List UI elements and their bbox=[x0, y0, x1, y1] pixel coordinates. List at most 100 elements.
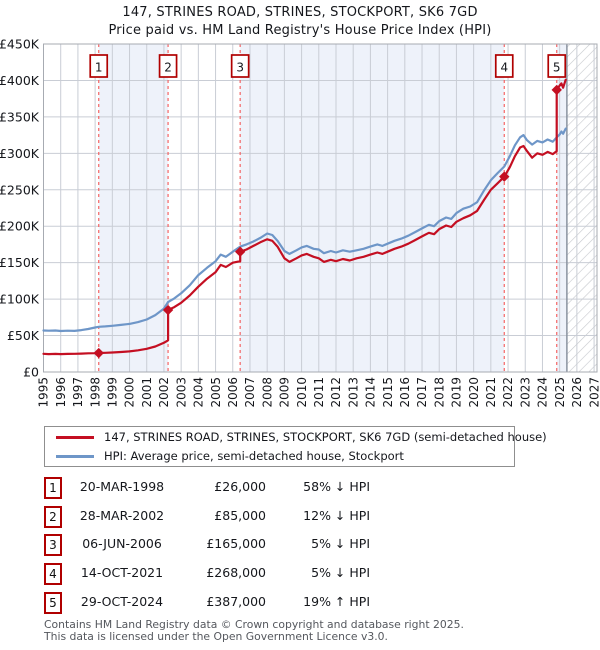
legend-item-hpi: HPI: Average price, semi-detached house,… bbox=[45, 449, 514, 464]
footer: Contains HM Land Registry data © Crown c… bbox=[44, 619, 464, 642]
sale-number-badge: 5 bbox=[44, 592, 62, 614]
sale-date: 28-MAR-2002 bbox=[79, 508, 165, 523]
sale-date: 06-JUN-2006 bbox=[82, 536, 162, 551]
sale-price: £85,000 bbox=[214, 508, 266, 523]
table-row: 5 29-OCT-2024 £387,000 19% ↑ HPI bbox=[0, 592, 600, 616]
x-tick-label: 1998 bbox=[88, 377, 102, 408]
y-tick-label: £100K bbox=[0, 292, 40, 307]
price-paid-line bbox=[42, 78, 567, 356]
y-tick-label: £350K bbox=[0, 109, 40, 124]
x-tick-label: 2020 bbox=[467, 377, 481, 408]
sale-number-badge: 2 bbox=[44, 506, 62, 528]
page-title: 147, STRINES ROAD, STRINES, STOCKPORT, S… bbox=[122, 5, 478, 20]
legend-label-property: 147, STRINES ROAD, STRINES, STOCKPORT, S… bbox=[104, 430, 547, 444]
sale-number-box bbox=[230, 54, 250, 78]
sale-number-box bbox=[158, 54, 178, 78]
sale-number-text: 3 bbox=[236, 61, 244, 75]
y-tick-label: £300K bbox=[0, 146, 40, 161]
x-tick-label: 2008 bbox=[260, 377, 274, 408]
sale-date: 14-OCT-2021 bbox=[80, 565, 164, 580]
x-tick-label: 2006 bbox=[226, 377, 240, 408]
sale-price: £268,000 bbox=[206, 565, 266, 580]
sale-point-marker bbox=[93, 347, 104, 359]
shaded-band bbox=[556, 44, 567, 372]
x-tick-label: 2012 bbox=[329, 377, 343, 408]
sale-vs-hpi: 19% ↑ HPI bbox=[303, 594, 370, 609]
sale-vs-hpi: 12% ↓ HPI bbox=[303, 508, 370, 523]
table-row: 4 14-OCT-2021 £268,000 5% ↓ HPI bbox=[0, 563, 600, 587]
legend: 147, STRINES ROAD, STRINES, STOCKPORT, S… bbox=[44, 426, 547, 467]
y-tick-label: £0 bbox=[23, 365, 39, 380]
sale-number-box bbox=[494, 54, 514, 78]
legend-label-hpi: HPI: Average price, semi-detached house,… bbox=[104, 449, 404, 463]
sale-price: £165,000 bbox=[206, 536, 266, 551]
x-tick-label: 2005 bbox=[209, 377, 223, 408]
x-tick-label: 2025 bbox=[553, 377, 567, 408]
y-tick-label: £450K bbox=[0, 37, 40, 52]
x-tick-label: 2022 bbox=[501, 377, 515, 408]
sale-point-marker bbox=[234, 246, 246, 257]
x-tick-label: 2011 bbox=[312, 377, 326, 408]
y-tick-label: £200K bbox=[0, 219, 40, 234]
y-tick-label: £250K bbox=[0, 182, 40, 197]
sale-price: £387,000 bbox=[206, 594, 266, 609]
price-chart: 1 2 3 4 5 £0 £50K £100K £150K £200K £250K £300K £350… bbox=[0, 37, 600, 408]
hpi-line bbox=[42, 127, 567, 333]
x-tick-label: 2016 bbox=[398, 377, 412, 408]
sale-number-text: 1 bbox=[95, 61, 103, 75]
sale-number-badge: 3 bbox=[44, 534, 62, 556]
x-tick-label: 2015 bbox=[381, 377, 395, 408]
sale-number-badge: 1 bbox=[44, 477, 62, 499]
y-tick-label: £150K bbox=[0, 255, 40, 270]
footer-line-2: This data is licensed under the Open Gov… bbox=[44, 629, 388, 643]
red-line-sample bbox=[56, 435, 94, 439]
table-row: 2 28-MAR-2002 £85,000 12% ↓ HPI bbox=[0, 506, 600, 530]
x-tick-label: 2010 bbox=[295, 377, 309, 408]
sale-point-marker bbox=[499, 171, 510, 182]
blue-line-sample bbox=[56, 454, 94, 458]
x-tick-label: 2018 bbox=[432, 377, 446, 408]
table-row: 3 06-JUN-2006 £165,000 5% ↓ HPI bbox=[0, 534, 600, 558]
x-tick-label: 2003 bbox=[174, 377, 188, 408]
legend-item-property: 147, STRINES ROAD, STRINES, STOCKPORT, S… bbox=[45, 430, 547, 445]
x-tick-label: 2004 bbox=[192, 377, 206, 408]
page-subtitle: Price paid vs. HM Land Registry's House … bbox=[108, 23, 492, 38]
x-tick-label: 2001 bbox=[140, 377, 154, 408]
x-tick-label: 2017 bbox=[415, 377, 429, 408]
x-tick-label: 2002 bbox=[157, 377, 171, 408]
x-tick-label: 1995 bbox=[37, 377, 51, 408]
sale-number-box bbox=[547, 54, 567, 78]
x-tick-label: 2027 bbox=[587, 377, 600, 408]
y-tick-label: £400K bbox=[0, 73, 40, 88]
x-tick-label: 1996 bbox=[54, 377, 68, 408]
x-tick-label: 2026 bbox=[570, 377, 584, 408]
sale-vs-hpi: 5% ↓ HPI bbox=[311, 536, 370, 551]
sale-vs-hpi: 5% ↓ HPI bbox=[311, 565, 370, 580]
sale-number-box bbox=[89, 54, 109, 78]
sale-vs-hpi: 58% ↓ HPI bbox=[303, 479, 370, 494]
x-tick-label: 2023 bbox=[519, 377, 533, 408]
footer-line-1: Contains HM Land Registry data © Crown c… bbox=[44, 618, 464, 631]
x-tick-label: 2014 bbox=[364, 377, 378, 408]
sale-date: 29-OCT-2024 bbox=[80, 594, 164, 609]
sale-number-text: 5 bbox=[553, 61, 561, 75]
plot-border bbox=[43, 43, 598, 373]
sale-date: 20-MAR-1998 bbox=[79, 479, 165, 494]
x-tick-label: 2021 bbox=[484, 377, 498, 408]
x-tick-label: 2013 bbox=[346, 377, 360, 408]
sale-number-text: 4 bbox=[500, 61, 508, 75]
future-hatch bbox=[566, 44, 597, 372]
x-tick-label: 1997 bbox=[71, 377, 85, 408]
sale-number-badge: 4 bbox=[44, 563, 62, 585]
x-tick-label: 1999 bbox=[106, 377, 120, 408]
sale-price: £26,000 bbox=[214, 479, 266, 494]
x-tick-label: 2000 bbox=[123, 377, 137, 408]
x-tick-label: 2007 bbox=[243, 377, 257, 408]
shaded-band bbox=[98, 44, 169, 372]
x-tick-label: 2019 bbox=[450, 377, 464, 408]
sale-point-marker bbox=[162, 304, 174, 316]
table-row: 1 20-MAR-1998 £26,000 58% ↓ HPI bbox=[0, 477, 600, 501]
sale-number-text: 2 bbox=[164, 61, 172, 75]
x-tick-label: 2009 bbox=[278, 377, 292, 408]
